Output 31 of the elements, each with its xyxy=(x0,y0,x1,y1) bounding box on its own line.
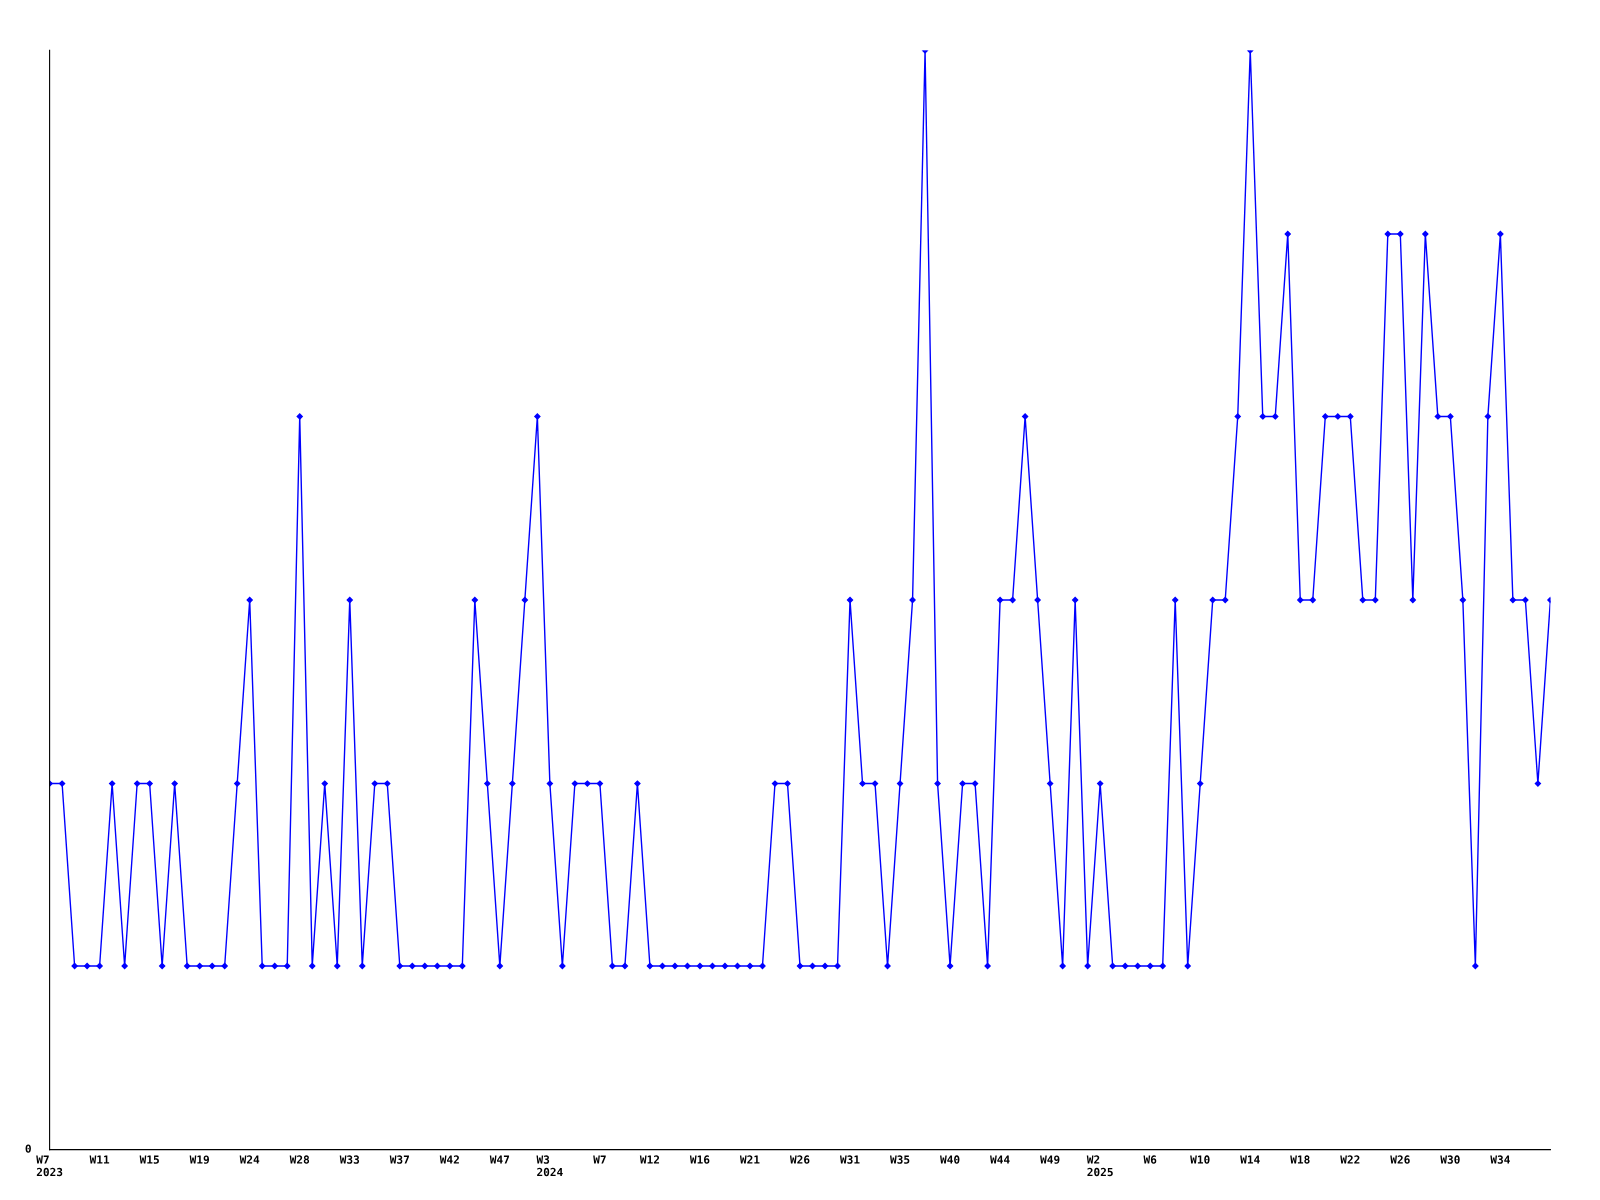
x-tick-label: W42 xyxy=(439,1155,459,1164)
x-tick-label: W16 xyxy=(689,1155,710,1164)
x-tick-label: W7 xyxy=(593,1155,606,1164)
x-tick-label: W7 2023 xyxy=(36,1155,63,1177)
x-tick-label: W44 xyxy=(990,1155,1010,1164)
x-tick-label: W15 xyxy=(139,1155,159,1164)
x-tick-label: W21 xyxy=(739,1155,760,1164)
x-tick-label: W12 xyxy=(639,1155,660,1164)
text: 0 xyxy=(25,1144,31,1153)
x-tick-label: W37 xyxy=(389,1155,409,1164)
x-tick-label: W35 xyxy=(890,1155,910,1164)
x-tick-label: W2 2025 xyxy=(1086,1155,1113,1177)
x-tick-label: W14 xyxy=(1240,1155,1260,1164)
x-tick-label: W3 2024 xyxy=(536,1155,563,1177)
x-tick-label: W11 xyxy=(89,1155,110,1164)
x-tick-label: W22 xyxy=(1340,1155,1360,1164)
x-tick-label: W30 xyxy=(1440,1155,1460,1164)
x-tick-label: W34 xyxy=(1490,1155,1510,1164)
x-tick-label: W33 xyxy=(339,1155,360,1164)
x-tick-label: W28 xyxy=(289,1155,310,1164)
x-tick-label: W6 xyxy=(1143,1155,1157,1164)
x-tick-label: W49 xyxy=(1040,1155,1060,1164)
x-tick-label: W26 xyxy=(1390,1155,1410,1164)
x-tick-label: W18 xyxy=(1290,1155,1310,1164)
x-tick-label: W19 xyxy=(189,1155,209,1164)
x-tick-label: W31 xyxy=(839,1155,860,1164)
x-tick-label: W26 xyxy=(789,1155,810,1164)
x-tick-label: W10 xyxy=(1190,1155,1210,1164)
x-tick-label: W47 xyxy=(489,1155,510,1164)
x-tick-label: W40 xyxy=(940,1155,960,1164)
x-tick-label: W24 xyxy=(239,1155,260,1164)
